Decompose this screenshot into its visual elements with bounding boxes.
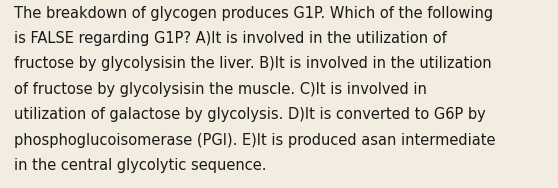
Text: utilization of galactose by glycolysis. D)It is converted to G6P by: utilization of galactose by glycolysis. … bbox=[14, 107, 485, 122]
Text: fructose by glycolysisin the liver. B)It is involved in the utilization: fructose by glycolysisin the liver. B)It… bbox=[14, 56, 492, 71]
Text: phosphoglucoisomerase (PGI). E)It is produced asan intermediate: phosphoglucoisomerase (PGI). E)It is pro… bbox=[14, 133, 496, 148]
Text: in the central glycolytic sequence.: in the central glycolytic sequence. bbox=[14, 158, 267, 173]
Text: of fructose by glycolysisin the muscle. C)It is involved in: of fructose by glycolysisin the muscle. … bbox=[14, 82, 427, 97]
Text: is FALSE regarding G1P? A)It is involved in the utilization of: is FALSE regarding G1P? A)It is involved… bbox=[14, 31, 447, 46]
Text: The breakdown of glycogen produces G1P. Which of the following: The breakdown of glycogen produces G1P. … bbox=[14, 6, 493, 21]
